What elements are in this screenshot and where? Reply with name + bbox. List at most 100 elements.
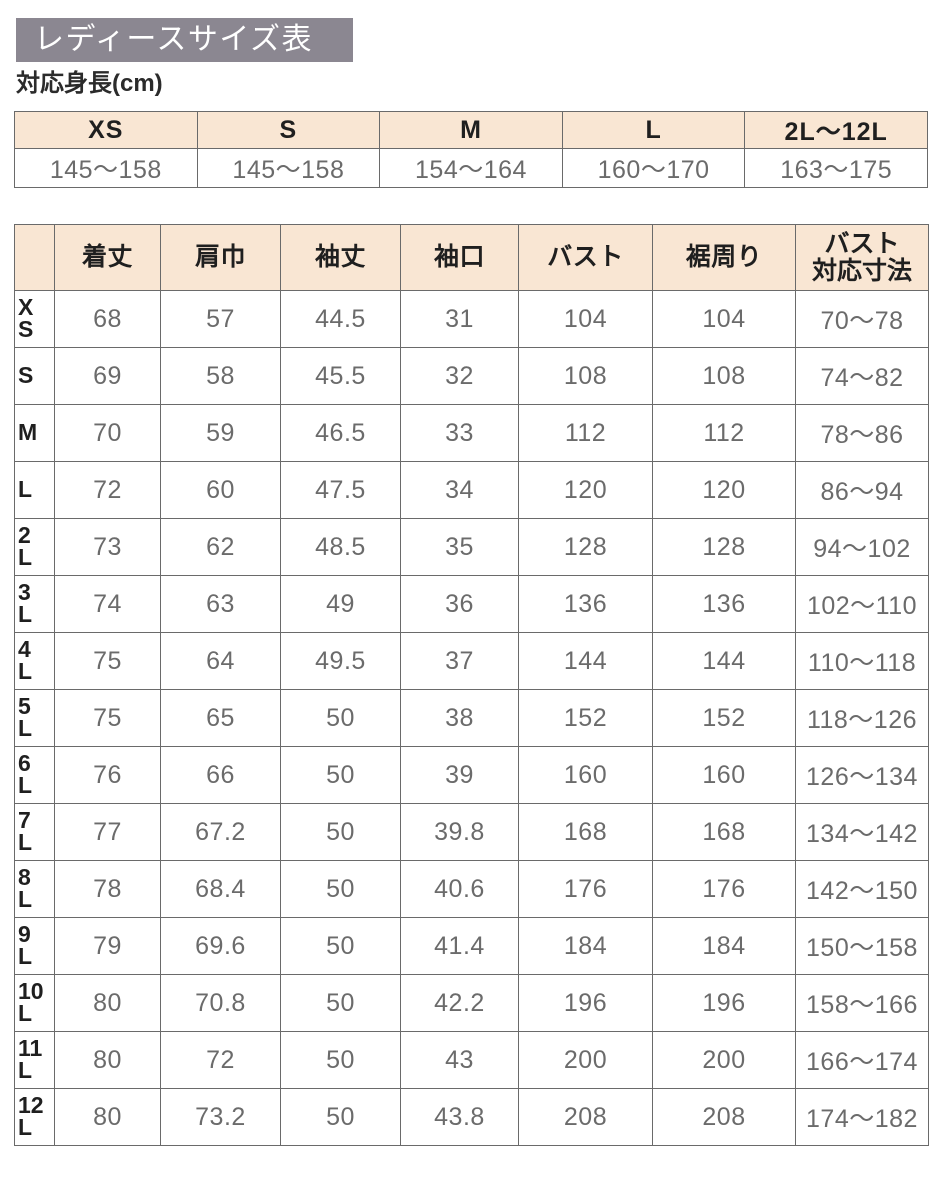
measurement-cell: 200 bbox=[652, 1031, 796, 1089]
measurement-cell: 112 bbox=[518, 404, 653, 462]
size-table-body: X S 68 57 44.5 31 104 104 70～78 S 69 58 45.5 32 108 10… bbox=[14, 290, 929, 1146]
measurement-cell: 134～142 bbox=[795, 803, 929, 861]
measurement-cell: 120 bbox=[518, 461, 653, 519]
measurement-cell: 152 bbox=[518, 689, 653, 747]
measurement-cell: 136 bbox=[518, 575, 653, 633]
measurement-cell: 70～78 bbox=[795, 290, 929, 348]
table-row: 8 L 78 68.4 50 40.6 176 176 142～150 bbox=[14, 860, 929, 918]
measurement-header-cell: バスト bbox=[518, 224, 653, 291]
measurement-cell: 196 bbox=[652, 974, 796, 1032]
measurement-cell: 160 bbox=[652, 746, 796, 804]
table-row: 12 L 80 73.2 50 43.8 208 208 174～182 bbox=[14, 1088, 929, 1146]
measurement-cell: 102～110 bbox=[795, 575, 929, 633]
measurement-cell: 118～126 bbox=[795, 689, 929, 747]
measurement-cell: 120 bbox=[652, 461, 796, 519]
measurement-cell: 49.5 bbox=[280, 632, 401, 690]
height-value-cell: 145～158 bbox=[196, 148, 381, 188]
size-label-text: 10 L bbox=[18, 978, 44, 1026]
measurement-cell: 168 bbox=[652, 803, 796, 861]
height-header-cell: S bbox=[196, 111, 381, 149]
table-row: L 72 60 47.5 34 120 120 86～94 bbox=[14, 461, 929, 519]
size-label-text: S bbox=[18, 362, 34, 389]
measurement-cell: 70.8 bbox=[160, 974, 281, 1032]
measurement-cell: 77 bbox=[54, 803, 161, 861]
measurement-cell: 144 bbox=[518, 632, 653, 690]
table-row: 9 L 79 69.6 50 41.4 184 184 150～158 bbox=[14, 917, 929, 975]
size-label-cell: 11 L bbox=[14, 1031, 55, 1089]
page-title-banner: レディースサイズ表 bbox=[16, 18, 353, 62]
measurement-cell: 50 bbox=[280, 803, 401, 861]
page-title: レディースサイズ表 bbox=[34, 23, 313, 56]
measurement-cell: 59 bbox=[160, 404, 281, 462]
measurement-cell: 64 bbox=[160, 632, 281, 690]
size-label-cell: S bbox=[14, 347, 55, 405]
measurement-cell: 50 bbox=[280, 917, 401, 975]
measurement-cell: 176 bbox=[518, 860, 653, 918]
measurement-header-cell: 裾周り bbox=[652, 224, 796, 291]
height-table: XS S M L 2L～12L 145～158 145～158 154～164 160～170… bbox=[14, 111, 928, 188]
measurement-cell: 72 bbox=[54, 461, 161, 519]
table-row: 6 L 76 66 50 39 160 160 126～134 bbox=[14, 746, 929, 804]
measurement-cell: 68 bbox=[54, 290, 161, 348]
measurement-cell: 47.5 bbox=[280, 461, 401, 519]
size-label-cell: L bbox=[14, 461, 55, 519]
measurement-cell: 49 bbox=[280, 575, 401, 633]
measurement-cell: 67.2 bbox=[160, 803, 281, 861]
measurement-cell: 128 bbox=[652, 518, 796, 576]
height-value-cell: 154～164 bbox=[379, 148, 563, 188]
measurement-cell: 57 bbox=[160, 290, 281, 348]
measurement-cell: 152 bbox=[652, 689, 796, 747]
size-label-text: 2 L bbox=[18, 522, 33, 570]
table-row: 2 L 73 62 48.5 35 128 128 94～102 bbox=[14, 518, 929, 576]
height-table-value-row: 145～158 145～158 154～164 160～170 163～175 bbox=[14, 148, 928, 188]
measurement-cell: 86～94 bbox=[795, 461, 929, 519]
size-label-cell: 8 L bbox=[14, 860, 55, 918]
measurement-cell: 112 bbox=[652, 404, 796, 462]
measurement-cell: 75 bbox=[54, 632, 161, 690]
measurement-cell: 37 bbox=[400, 632, 519, 690]
size-label-text: 8 L bbox=[18, 864, 33, 912]
size-label-cell: 6 L bbox=[14, 746, 55, 804]
measurement-cell: 40.6 bbox=[400, 860, 519, 918]
table-row: 5 L 75 65 50 38 152 152 118～126 bbox=[14, 689, 929, 747]
measurement-cell: 69 bbox=[54, 347, 161, 405]
measurement-cell: 50 bbox=[280, 860, 401, 918]
table-row: 10 L 80 70.8 50 42.2 196 196 158～166 bbox=[14, 974, 929, 1032]
measurement-cell: 39 bbox=[400, 746, 519, 804]
measurement-cell: 78 bbox=[54, 860, 161, 918]
measurement-cell: 43.8 bbox=[400, 1088, 519, 1146]
measurement-cell: 73.2 bbox=[160, 1088, 281, 1146]
size-label-text: 5 L bbox=[18, 693, 33, 741]
measurement-cell: 50 bbox=[280, 1031, 401, 1089]
measurement-cell: 75 bbox=[54, 689, 161, 747]
measurement-cell: 72 bbox=[160, 1031, 281, 1089]
size-label-cell: 4 L bbox=[14, 632, 55, 690]
table-row: X S 68 57 44.5 31 104 104 70～78 bbox=[14, 290, 929, 348]
measurement-cell: 142～150 bbox=[795, 860, 929, 918]
measurement-cell: 69.6 bbox=[160, 917, 281, 975]
measurement-cell: 144 bbox=[652, 632, 796, 690]
measurement-cell: 160 bbox=[518, 746, 653, 804]
measurement-cell: 74 bbox=[54, 575, 161, 633]
measurement-cell: 196 bbox=[518, 974, 653, 1032]
size-label-text: 11 L bbox=[18, 1035, 43, 1083]
measurement-cell: 74～82 bbox=[795, 347, 929, 405]
measurement-cell: 184 bbox=[518, 917, 653, 975]
measurement-header-cell: 袖丈 bbox=[280, 224, 401, 291]
measurement-cell: 66 bbox=[160, 746, 281, 804]
measurement-cell: 104 bbox=[518, 290, 653, 348]
measurement-cell: 35 bbox=[400, 518, 519, 576]
measurement-cell: 38 bbox=[400, 689, 519, 747]
table-row: 3 L 74 63 49 36 136 136 102～110 bbox=[14, 575, 929, 633]
measurement-cell: 50 bbox=[280, 974, 401, 1032]
table-row: 11 L 80 72 50 43 200 200 166～174 bbox=[14, 1031, 929, 1089]
measurement-cell: 39.8 bbox=[400, 803, 519, 861]
measurement-cell: 36 bbox=[400, 575, 519, 633]
measurement-cell: 48.5 bbox=[280, 518, 401, 576]
height-header-cell: L bbox=[561, 111, 746, 149]
measurement-header-cell: 肩巾 bbox=[160, 224, 281, 291]
measurement-cell: 166～174 bbox=[795, 1031, 929, 1089]
height-table-header-row: XS S M L 2L～12L bbox=[14, 111, 928, 149]
measurement-cell: 31 bbox=[400, 290, 519, 348]
